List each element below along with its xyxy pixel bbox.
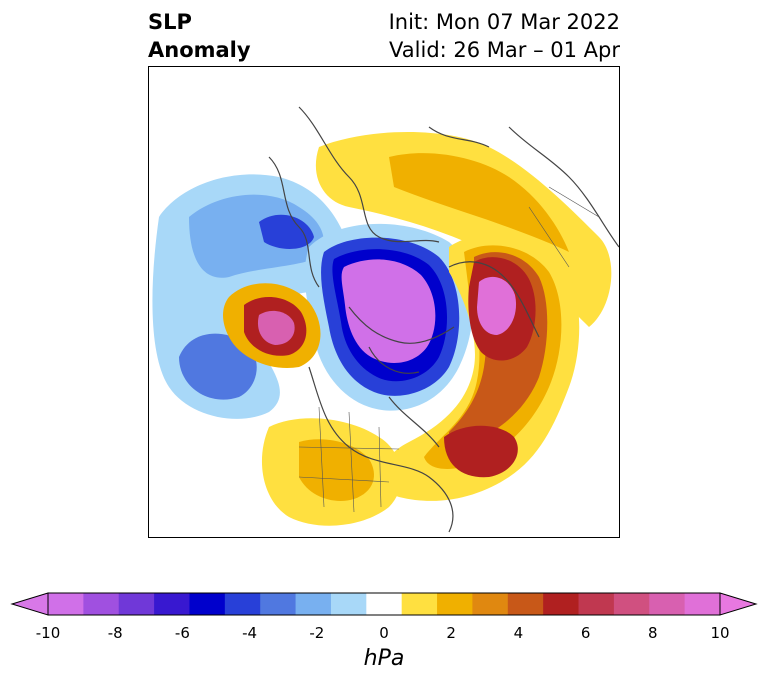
- positive-anomaly-west-coast-core: [257, 310, 295, 345]
- colorbar-cell: [189, 593, 226, 615]
- title-variable: SLP: [148, 10, 192, 34]
- colorbar-cell: [401, 593, 438, 615]
- positive-anomaly-east-core: [477, 276, 517, 335]
- negative-anomaly-west-inner: [189, 194, 324, 278]
- colorbar-tick-label: -10: [35, 624, 61, 642]
- map-title-left: SLP Anomaly: [148, 8, 251, 64]
- colorbar-extend-low: [10, 592, 49, 616]
- colorbar-cell: [260, 593, 297, 615]
- colorbar-tick-label: 4: [513, 624, 524, 642]
- negative-anomaly-west-pacific: [179, 333, 257, 400]
- colorbar-cell: [224, 593, 261, 615]
- colorbar-cell: [154, 593, 190, 615]
- colorbar-tick-label: -4: [242, 624, 258, 642]
- colorbar-outline: [47, 592, 721, 616]
- colorbar-tick-label: 10: [710, 624, 730, 642]
- colorbar-cell: [366, 593, 403, 615]
- colorbar-tick-label: 8: [648, 624, 658, 642]
- anomaly-map: [148, 66, 620, 538]
- map-title-right: Init: Mon 07 Mar 2022 Valid: 26 Mar – 01…: [389, 8, 620, 64]
- positive-anomaly-atlantic: [444, 425, 518, 478]
- colorbar-cell: [330, 593, 367, 615]
- colorbar-cell: [507, 593, 544, 615]
- colorbar-tick-label: -2: [309, 624, 325, 642]
- colorbar-tick-label: -8: [107, 624, 123, 642]
- negative-anomaly-west-core: [259, 214, 314, 249]
- anomaly-map-svg: [152, 106, 619, 533]
- colorbar-cell: [83, 593, 120, 615]
- title-type: Anomaly: [148, 38, 251, 62]
- colorbar-cell: [684, 593, 721, 615]
- valid-range: Valid: 26 Mar – 01 Apr: [389, 38, 620, 62]
- init-date: Init: Mon 07 Mar 2022: [388, 10, 620, 34]
- colorbar-cell: [578, 593, 615, 615]
- colorbar-tick-label: 6: [580, 624, 591, 642]
- colorbar-cell: [118, 593, 155, 615]
- colorbar-cell: [295, 593, 332, 615]
- colorbar-cell: [48, 593, 84, 615]
- colorbar-tick-label: -6: [174, 624, 190, 642]
- colorbar-tick-label: 2: [446, 624, 456, 642]
- colorbar-cell: [437, 593, 473, 615]
- coastlines: [268, 106, 619, 533]
- political-borders: [298, 186, 600, 513]
- colorbar: [10, 592, 758, 616]
- colorbar-tick-label: 0: [379, 624, 389, 642]
- positive-anomaly-us-inner: [299, 439, 374, 501]
- colorbar-cell: [649, 593, 686, 615]
- arctic-low-core: [341, 259, 436, 363]
- colorbar-cell: [613, 593, 650, 615]
- positive-anomaly-north-inner: [389, 153, 569, 252]
- colorbar-extend-high: [719, 592, 758, 616]
- colorbar-units: hPa: [363, 646, 405, 671]
- colorbar-cells: [48, 593, 721, 615]
- colorbar-cell: [543, 593, 580, 615]
- colorbar-cell: [472, 593, 509, 615]
